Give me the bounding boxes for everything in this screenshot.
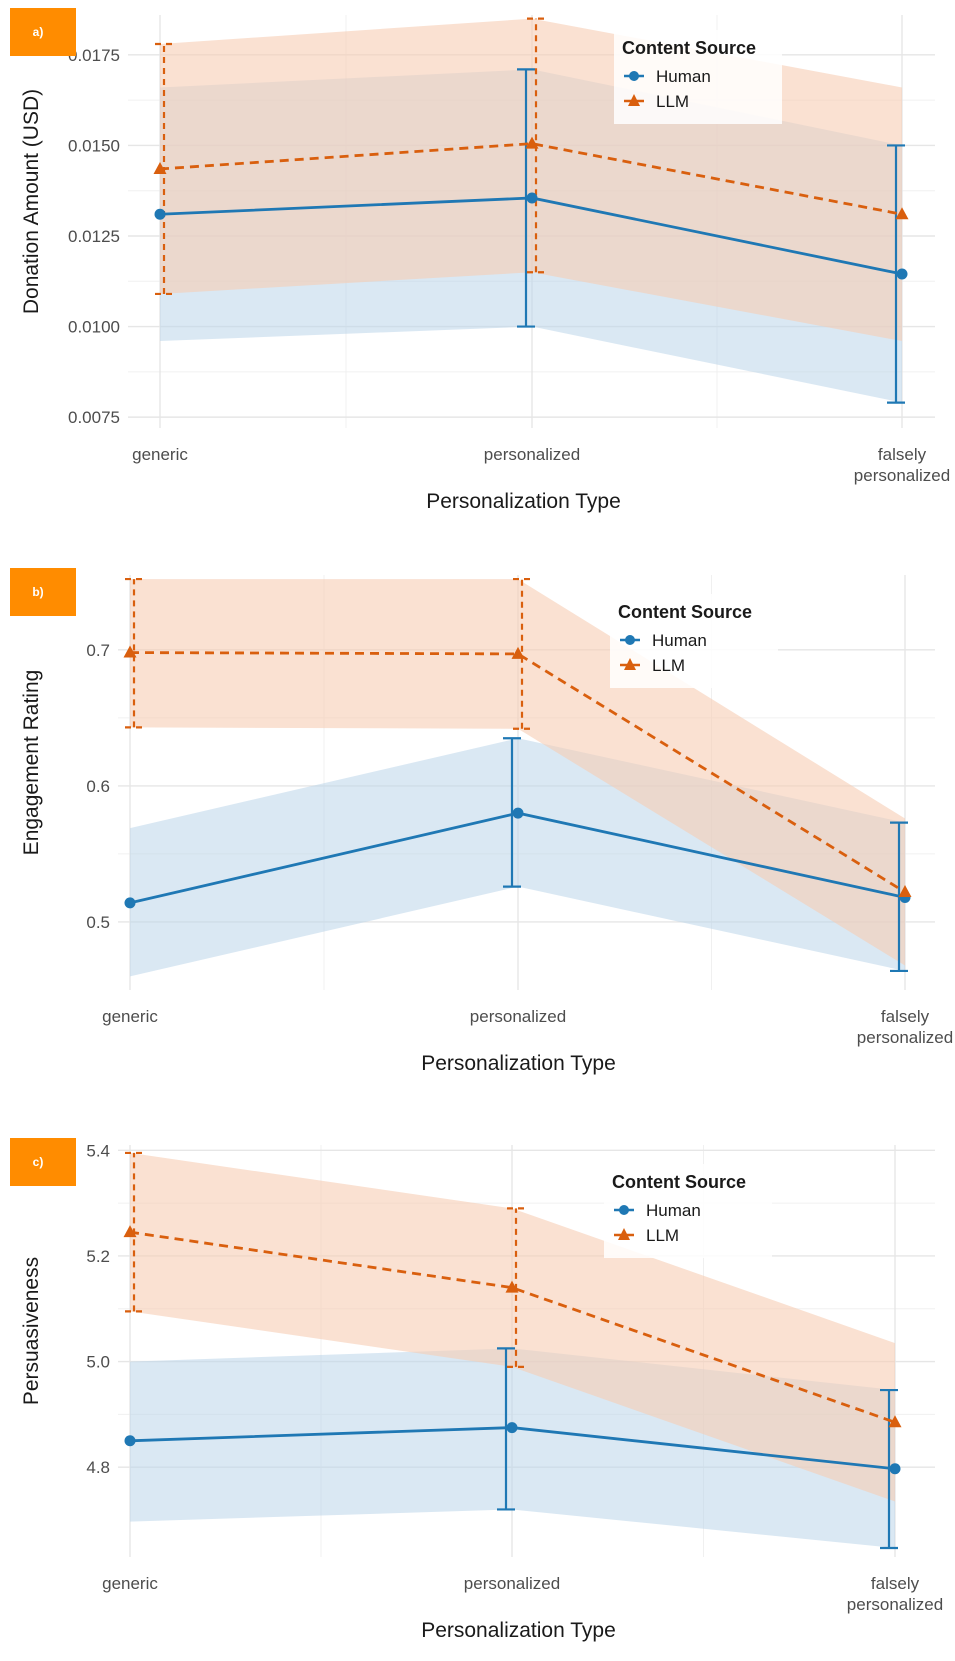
chart-panel-3: 4.8 5.0 5.2 5.4 generic personalized falsely pe… bbox=[10, 1138, 943, 1642]
legend-label: LLM bbox=[656, 92, 689, 111]
llm-data-point bbox=[123, 1225, 137, 1238]
panel-label-badge: a) bbox=[10, 8, 76, 56]
legend: Content Source Human LLM bbox=[610, 594, 778, 688]
y-tick-label: 0.0125 bbox=[68, 227, 120, 246]
y-tick-label: 4.8 bbox=[86, 1458, 110, 1477]
human-data-point bbox=[154, 208, 166, 220]
human-data-point bbox=[506, 1422, 518, 1434]
legend-key-human bbox=[614, 1205, 634, 1215]
legend-label: LLM bbox=[646, 1226, 679, 1245]
y-tick-label: 0.0175 bbox=[68, 46, 120, 65]
y-axis-title: Donation Amount (USD) bbox=[20, 89, 43, 314]
llm-series-line bbox=[159, 142, 903, 216]
y-tick-label: 0.5 bbox=[86, 913, 110, 932]
legend-key-llm bbox=[624, 94, 644, 106]
panel-label: c) bbox=[33, 1155, 44, 1169]
human-data-point bbox=[889, 1463, 901, 1475]
x-tick-label: falsely personalized bbox=[854, 445, 950, 485]
llm-data-point bbox=[898, 885, 912, 898]
x-tick-label: personalized bbox=[464, 1574, 560, 1593]
x-tick-label: falsely personalized bbox=[847, 1574, 943, 1614]
llm-series-line bbox=[129, 651, 906, 894]
y-tick-label: 5.0 bbox=[86, 1353, 110, 1372]
llm-data-point bbox=[511, 646, 525, 659]
legend-label: Human bbox=[646, 1201, 701, 1220]
y-axis-title: Persuasiveness bbox=[20, 1257, 43, 1405]
human-data-point bbox=[896, 268, 908, 280]
panel-label: b) bbox=[32, 585, 43, 599]
legend-key-llm bbox=[620, 658, 640, 670]
llm-series-line bbox=[129, 1230, 896, 1424]
y-tick-label: 5.2 bbox=[86, 1247, 110, 1266]
human-data-point bbox=[526, 192, 538, 204]
y-tick-label: 0.0075 bbox=[68, 408, 120, 427]
x-axis-title: Personalization Type bbox=[421, 1052, 616, 1075]
panel-label-badge: b) bbox=[10, 568, 76, 616]
y-tick-label: 5.4 bbox=[86, 1141, 110, 1160]
y-tick-label: 0.0100 bbox=[68, 318, 120, 337]
y-tick-label: 0.6 bbox=[86, 777, 110, 796]
llm-confidence-band bbox=[130, 579, 905, 966]
llm-confidence-band bbox=[130, 1152, 895, 1502]
llm-data-point bbox=[153, 161, 167, 174]
x-tick-label: generic bbox=[132, 445, 188, 464]
x-tick-label: falsely personalized bbox=[857, 1007, 953, 1047]
chart-panel-1: 0.0075 0.0100 0.0125 0.0150 0.0175 generic per… bbox=[10, 8, 950, 513]
y-axis-title: Engagement Rating bbox=[20, 670, 43, 856]
legend-key-human bbox=[620, 635, 640, 645]
llm-data-point bbox=[888, 1415, 902, 1428]
llm-data-point bbox=[123, 645, 137, 658]
llm-data-point bbox=[525, 136, 539, 149]
legend: Content Source Human LLM bbox=[604, 1164, 772, 1258]
legend-key-human bbox=[624, 71, 644, 81]
x-axis-title: Personalization Type bbox=[421, 1619, 616, 1642]
legend-label: LLM bbox=[652, 656, 685, 675]
x-tick-label: personalized bbox=[484, 445, 580, 464]
panel-label-badge: c) bbox=[10, 1138, 76, 1186]
human-data-point bbox=[124, 1435, 136, 1447]
x-tick-label: generic bbox=[102, 1007, 158, 1026]
chart-panel-2: 0.5 0.6 0.7 generic personalized falsely perso… bbox=[10, 568, 953, 1075]
legend-title: Content Source bbox=[618, 602, 752, 622]
llm-data-point bbox=[505, 1280, 519, 1293]
legend-label: Human bbox=[656, 67, 711, 86]
legend-label: Human bbox=[652, 631, 707, 650]
y-tick-label: 0.7 bbox=[86, 641, 110, 660]
legend-title: Content Source bbox=[622, 38, 756, 58]
legend-title: Content Source bbox=[612, 1172, 746, 1192]
human-data-point bbox=[512, 807, 524, 819]
human-data-point bbox=[124, 897, 136, 909]
legend-key-llm bbox=[614, 1228, 634, 1240]
x-tick-label: personalized bbox=[470, 1007, 566, 1026]
llm-data-point bbox=[895, 207, 909, 220]
x-tick-label: generic bbox=[102, 1574, 158, 1593]
x-axis-title: Personalization Type bbox=[426, 490, 621, 513]
legend: Content Source Human LLM bbox=[614, 30, 782, 124]
panel-label: a) bbox=[33, 25, 44, 39]
y-tick-label: 0.0150 bbox=[68, 136, 120, 155]
